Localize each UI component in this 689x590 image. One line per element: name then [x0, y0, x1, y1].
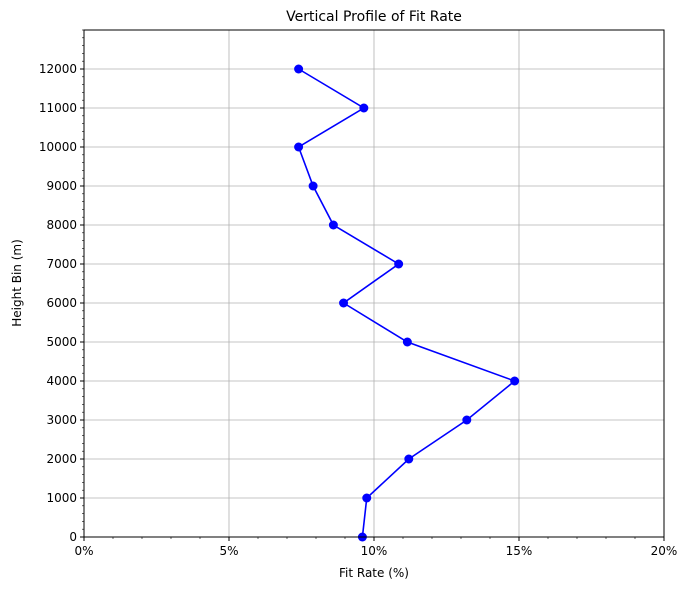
data-point [394, 259, 404, 269]
data-point [462, 415, 472, 425]
x-tick-label: 20% [651, 544, 678, 558]
data-point [362, 493, 372, 503]
data-point [308, 181, 318, 191]
x-tick-label: 10% [361, 544, 388, 558]
chart-title: Vertical Profile of Fit Rate [286, 9, 462, 25]
x-tick-label: 0% [74, 544, 93, 558]
y-tick-label: 8000 [46, 218, 77, 232]
data-point [339, 298, 349, 308]
axis-ticks: 0% 5% 10% 15% 20% 0 1000 2000 3000 4000 5000 6000 70… [39, 29, 678, 558]
y-tick-label: 0 [69, 530, 77, 544]
data-point [294, 64, 304, 74]
y-tick-label: 9000 [46, 179, 77, 193]
x-tick-label: 5% [219, 544, 238, 558]
data-point [402, 337, 412, 347]
series-layer [294, 64, 520, 542]
grid-lines [83, 30, 665, 538]
y-tick-label: 3000 [46, 413, 77, 427]
y-tick-label: 11000 [39, 101, 77, 115]
data-point [294, 142, 304, 152]
x-tick-label: 15% [506, 544, 533, 558]
y-tick-label: 7000 [46, 257, 77, 271]
y-tick-label: 2000 [46, 452, 77, 466]
data-point [404, 454, 414, 464]
x-axis-label: Fit Rate (%) [339, 566, 409, 580]
y-axis-label: Height Bin (m) [10, 239, 24, 327]
y-tick-label: 1000 [46, 491, 77, 505]
data-point [510, 376, 520, 386]
y-tick-label: 10000 [39, 140, 77, 154]
y-tick-label: 4000 [46, 374, 77, 388]
data-point [328, 220, 338, 230]
data-point [359, 103, 369, 113]
y-tick-label: 12000 [39, 62, 77, 76]
y-tick-label: 6000 [46, 296, 77, 310]
y-tick-label: 5000 [46, 335, 77, 349]
